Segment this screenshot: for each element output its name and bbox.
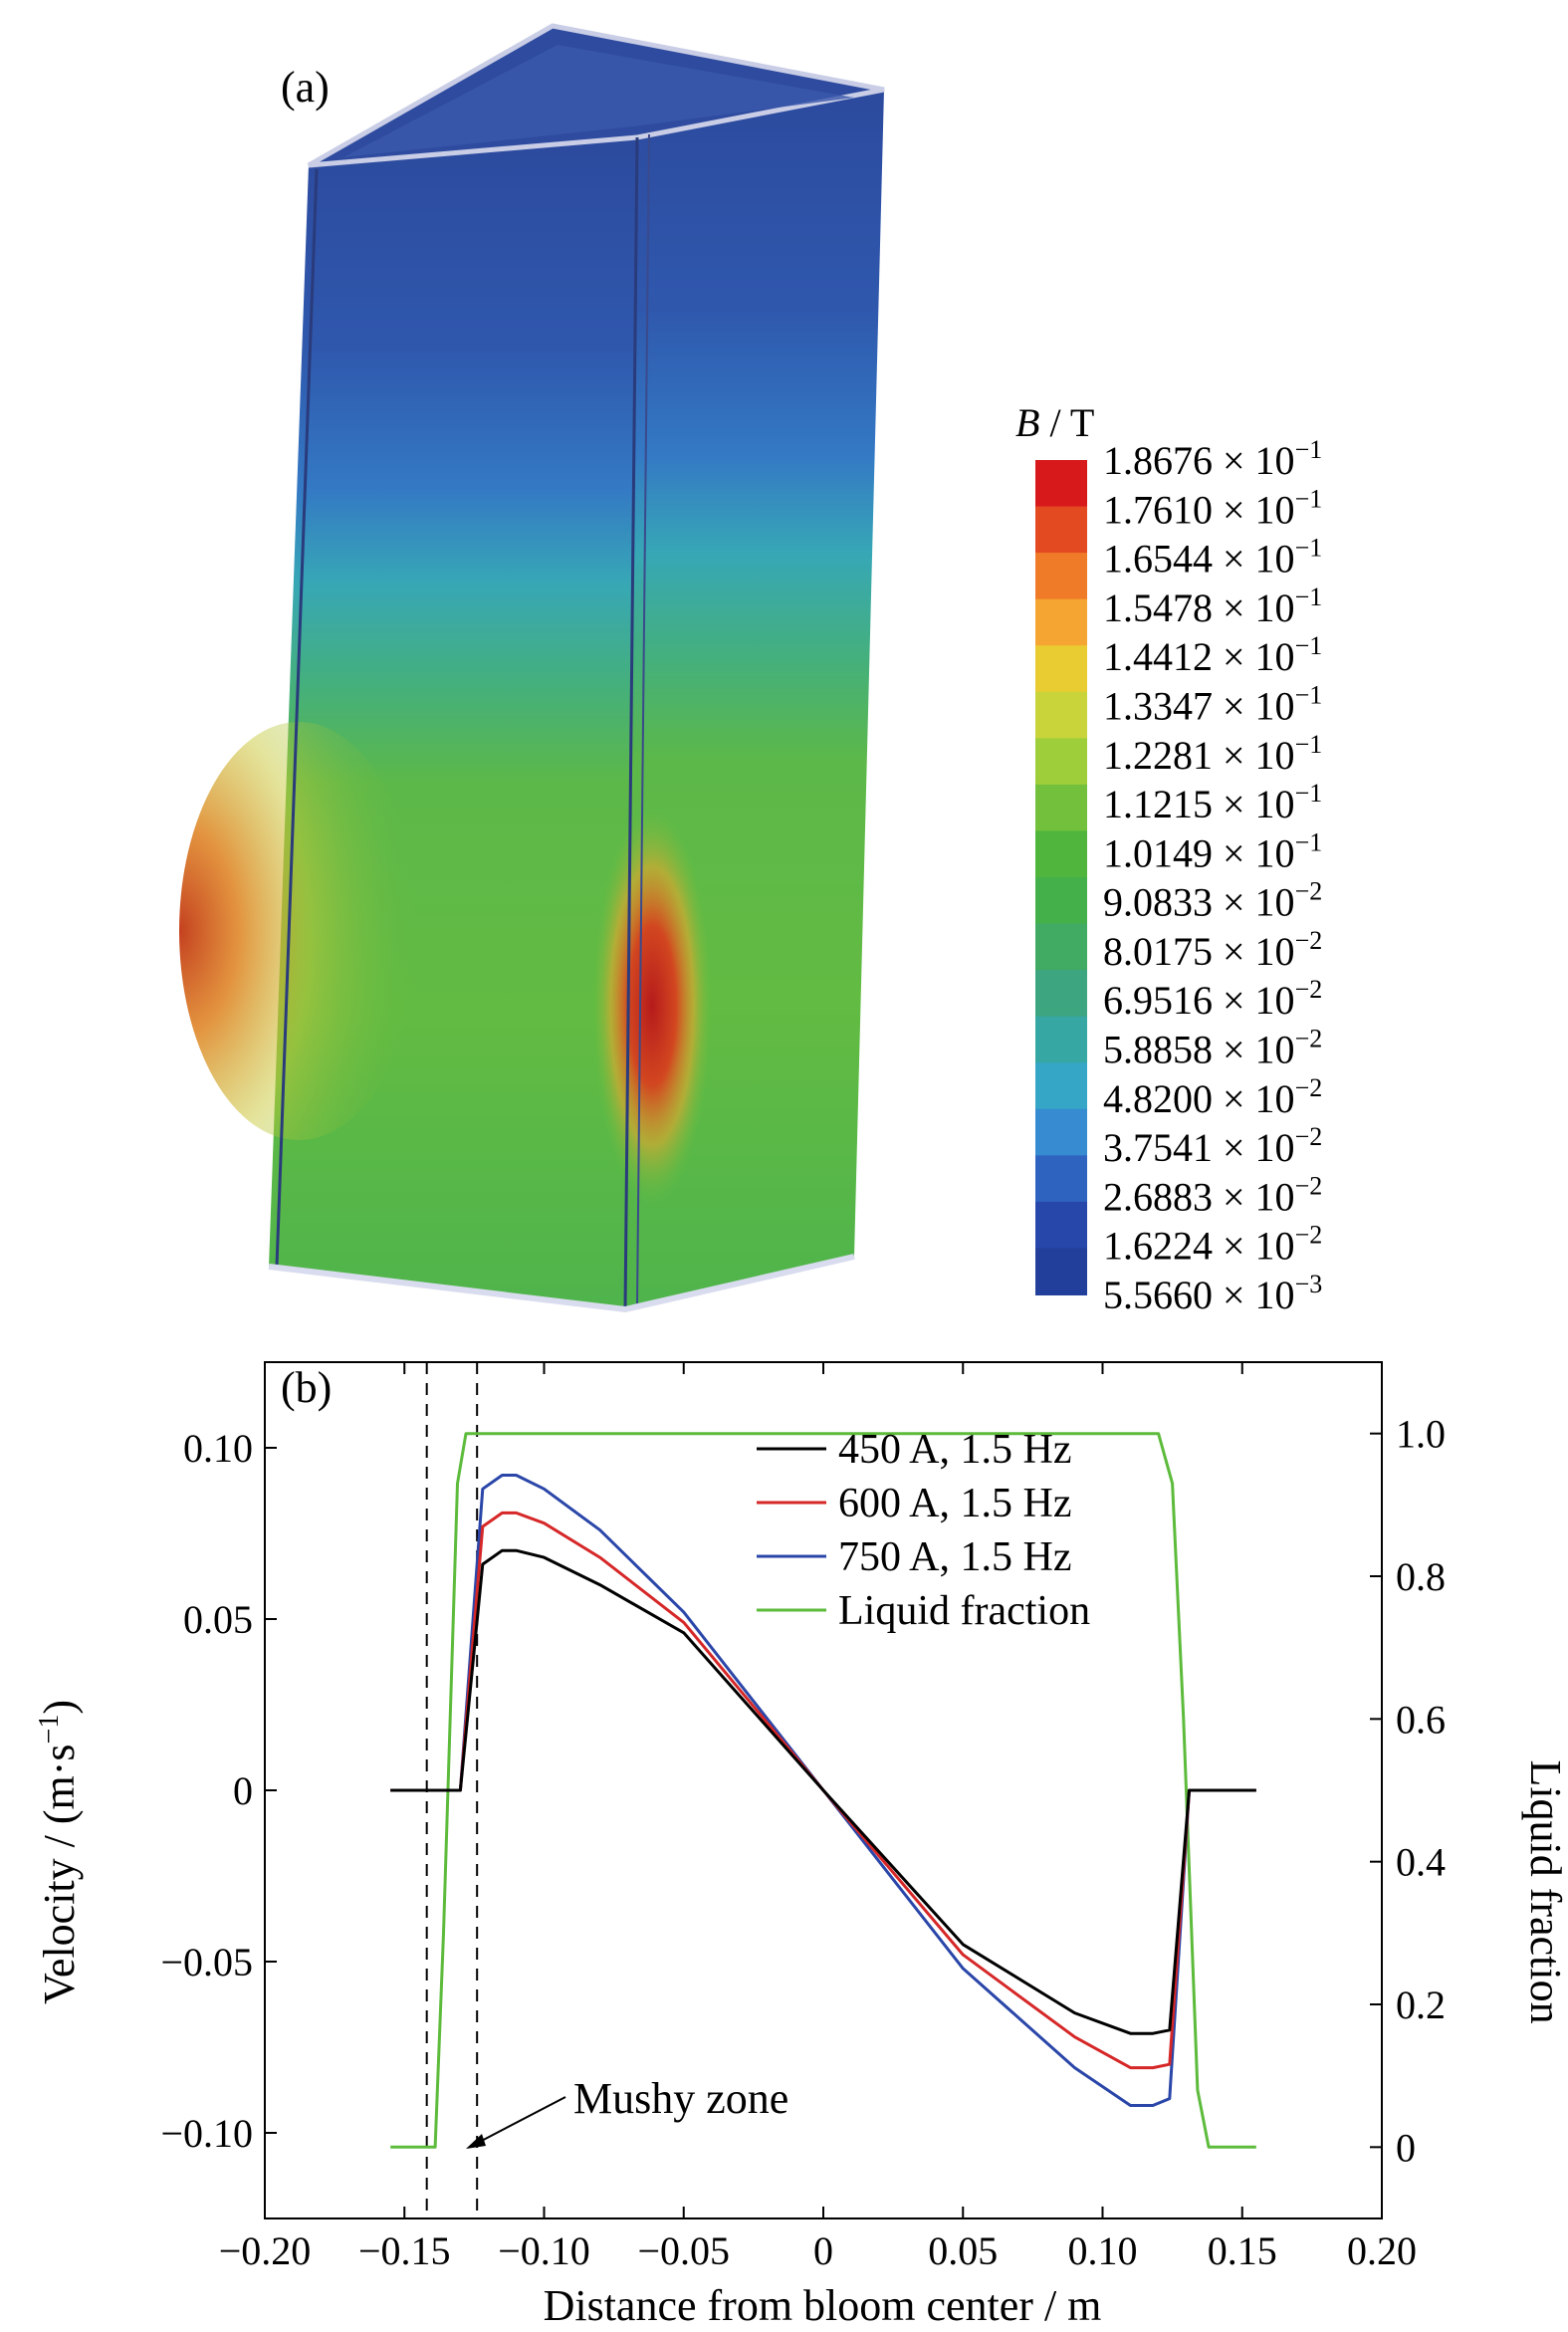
plot-series bbox=[390, 1432, 1256, 2149]
colorbar-tick-label: 1.2281 × 10−1 bbox=[1103, 730, 1322, 778]
colorbar-swatch bbox=[1035, 923, 1087, 972]
bloom-top-inner bbox=[343, 45, 854, 157]
colorbar-swatch bbox=[1035, 1108, 1087, 1157]
bloom-3d-shape bbox=[179, 23, 885, 1313]
colorbar-tick-label: 2.6883 × 10−2 bbox=[1103, 1171, 1322, 1219]
panel-b-label: (b) bbox=[281, 1363, 332, 1412]
mushy-zone-annotation: Mushy zone bbox=[466, 2074, 788, 2149]
legend-label: 750 A, 1.5 Hz bbox=[838, 1534, 1072, 1580]
colorbar-swatch bbox=[1035, 877, 1087, 925]
colorbar-swatch bbox=[1035, 830, 1087, 878]
colorbar-tick-label: 1.4412 × 10−1 bbox=[1103, 631, 1322, 679]
y-tick-label-left: 0 bbox=[233, 1768, 253, 1813]
colorbar-tick-label: 1.3347 × 10−1 bbox=[1103, 680, 1322, 728]
colorbar-swatch bbox=[1035, 1201, 1087, 1250]
y-tick-label-right: 0.8 bbox=[1396, 1554, 1446, 1599]
y-axis-label-left-close: ) bbox=[35, 1700, 84, 1715]
series-line-600-a-1-5-hz bbox=[390, 1511, 1256, 2070]
colorbar-swatch bbox=[1035, 598, 1087, 647]
y-axis-label-left: Velocity / (m·s−1) bbox=[34, 1700, 84, 2004]
hot-spot-left bbox=[179, 722, 418, 1140]
x-axis-label: Distance from bloom center / m bbox=[544, 2281, 1102, 2330]
colorbar-tick-label: 5.8858 × 10−2 bbox=[1103, 1025, 1322, 1072]
panel-b-chart: −0.20 −0.15 −0.10 −0.05 0 0.05 0.10 0.15 0.20−0.… bbox=[34, 1361, 1568, 2330]
y-tick-label-right: 0.6 bbox=[1396, 1697, 1446, 1742]
colorbar-tick-label: 1.8676 × 10−1 bbox=[1103, 435, 1322, 483]
colorbar-tick-label: 1.6224 × 10−2 bbox=[1103, 1221, 1322, 1269]
colorbar-swatches bbox=[1035, 460, 1087, 1295]
colorbar-swatch bbox=[1035, 970, 1087, 1018]
bloom-bottom-edge bbox=[268, 1254, 855, 1313]
colorbar-tick-label: 1.6544 × 10−1 bbox=[1103, 534, 1322, 582]
y-tick-label-right: 0.2 bbox=[1396, 1982, 1446, 2027]
colorbar: B / T 1.8676 × 10−11.7610 × 10−11.6544 ×… bbox=[1015, 400, 1322, 1317]
colorbar-swatch bbox=[1035, 691, 1087, 740]
colorbar-title: B / T bbox=[1015, 400, 1094, 445]
x-tick-label: 0 bbox=[813, 2228, 833, 2273]
series-line-450-a-1-5-hz bbox=[390, 1548, 1256, 2035]
panel-a-label: (a) bbox=[281, 63, 330, 112]
legend-label: Liquid fraction bbox=[838, 1588, 1090, 1634]
legend-label: 450 A, 1.5 Hz bbox=[838, 1427, 1072, 1473]
x-tick-label: −0.05 bbox=[637, 2228, 730, 2273]
y-tick-label-left: 0.10 bbox=[183, 1426, 253, 1471]
colorbar-tick-labels: 1.8676 × 10−11.7610 × 10−11.6544 × 10−11… bbox=[1103, 435, 1322, 1317]
colorbar-swatch bbox=[1035, 1016, 1087, 1064]
x-tick-label: −0.15 bbox=[358, 2228, 451, 2273]
bloom-edge-front-2 bbox=[636, 133, 650, 1307]
colorbar-swatch bbox=[1035, 1248, 1087, 1295]
colorbar-tick-label: 1.1215 × 10−1 bbox=[1103, 779, 1322, 826]
y-tick-label-left: 0.05 bbox=[183, 1597, 253, 1642]
colorbar-tick-label: 1.0149 × 10−1 bbox=[1103, 827, 1322, 875]
x-tick-label: 0.20 bbox=[1347, 2228, 1417, 2273]
y-tick-label-left: −0.05 bbox=[160, 1940, 253, 1984]
annotation-text: Mushy zone bbox=[573, 2074, 788, 2123]
y-tick-label-right: 0.4 bbox=[1396, 1840, 1446, 1885]
y-axis-label-left-sup: −1 bbox=[34, 1715, 65, 1745]
colorbar-tick-label: 8.0175 × 10−2 bbox=[1103, 926, 1322, 974]
annotation-arrow-line bbox=[473, 2096, 566, 2146]
colorbar-swatch bbox=[1035, 506, 1087, 555]
plot-ticks: −0.20 −0.15 −0.10 −0.05 0 0.05 0.10 0.15 0.20−0.… bbox=[160, 1362, 1446, 2273]
y-tick-label-right: 1.0 bbox=[1396, 1412, 1446, 1457]
y-tick-label-right: 0 bbox=[1396, 2125, 1416, 2170]
panel-a-figure: (a) B / T 1.8676 × 10−11.7610 × 10−11.65… bbox=[179, 23, 1322, 1317]
colorbar-tick-label: 1.5478 × 10−1 bbox=[1103, 583, 1322, 630]
colorbar-symbol: B bbox=[1015, 400, 1039, 445]
x-tick-label: 0.05 bbox=[928, 2228, 998, 2273]
series-line-liquid-fraction bbox=[390, 1432, 1256, 2149]
colorbar-swatch bbox=[1035, 460, 1087, 508]
colorbar-swatch bbox=[1035, 645, 1087, 693]
hot-spot-edge bbox=[592, 807, 712, 1205]
colorbar-swatch bbox=[1035, 784, 1087, 832]
x-tick-label: −0.20 bbox=[219, 2228, 312, 2273]
y-tick-label-left: −0.10 bbox=[160, 2111, 253, 2156]
colorbar-swatch bbox=[1035, 738, 1087, 786]
colorbar-swatch bbox=[1035, 553, 1087, 600]
colorbar-tick-label: 3.7541 × 10−2 bbox=[1103, 1122, 1322, 1170]
y-axis-label-left-main: Velocity / (m·s bbox=[35, 1744, 84, 2004]
colorbar-tick-label: 5.5660 × 10−3 bbox=[1103, 1270, 1322, 1317]
colorbar-swatch bbox=[1035, 1155, 1087, 1203]
x-tick-label: 0.10 bbox=[1068, 2228, 1138, 2273]
legend-label: 600 A, 1.5 Hz bbox=[838, 1481, 1072, 1526]
bloom-edge-front bbox=[623, 136, 639, 1310]
colorbar-tick-label: 4.8200 × 10−2 bbox=[1103, 1073, 1322, 1121]
y-axis-label-right: Liquid fraction bbox=[1521, 1759, 1568, 2023]
bloom-edge-left bbox=[275, 168, 319, 1268]
colorbar-tick-label: 6.9516 × 10−2 bbox=[1103, 975, 1322, 1023]
colorbar-tick-label: 9.0833 × 10−2 bbox=[1103, 877, 1322, 925]
colorbar-unit: / T bbox=[1039, 400, 1094, 445]
x-tick-label: 0.15 bbox=[1208, 2228, 1277, 2273]
colorbar-swatch bbox=[1035, 1062, 1087, 1110]
series-line-750-a-1-5-hz bbox=[390, 1474, 1256, 2107]
annotation-arrow-head bbox=[466, 2134, 486, 2149]
x-tick-label: −0.10 bbox=[498, 2228, 590, 2273]
colorbar-tick-label: 1.7610 × 10−1 bbox=[1103, 484, 1322, 532]
legend: 450 A, 1.5 Hz 600 A, 1.5 Hz 750 A, 1.5 Hz L… bbox=[757, 1427, 1090, 1634]
